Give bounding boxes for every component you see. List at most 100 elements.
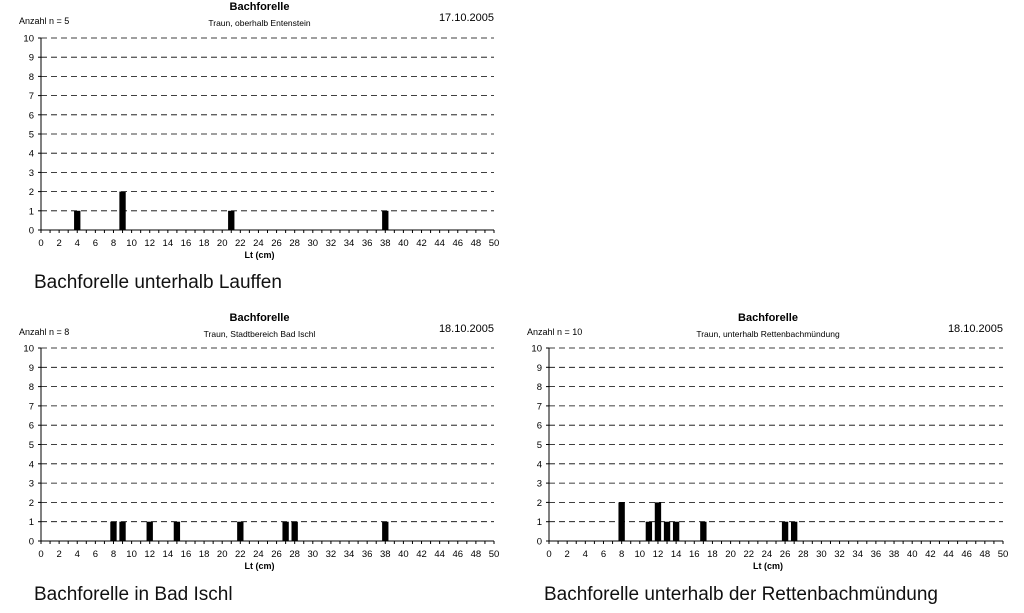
x-tick-label: 20	[725, 549, 736, 560]
sample-count-label: Anzahl n = 10	[527, 327, 582, 337]
x-tick-label: 20	[217, 549, 228, 560]
x-tick-label: 36	[871, 549, 882, 560]
x-tick-label: 14	[163, 238, 174, 249]
x-tick-label: 38	[380, 549, 391, 560]
x-tick-label: 12	[144, 238, 155, 249]
x-tick-label: 32	[326, 238, 337, 249]
y-tick-label: 2	[29, 498, 34, 509]
x-tick-label: 12	[144, 549, 155, 560]
histogram-bar	[663, 521, 671, 541]
x-tick-label: 16	[181, 549, 192, 560]
x-tick-label: 46	[452, 549, 463, 560]
x-tick-label: 0	[38, 238, 43, 249]
chart-date: 18.10.2005	[948, 323, 1003, 335]
x-tick-label: 22	[235, 238, 246, 249]
x-tick-label: 40	[398, 238, 409, 249]
x-tick-label: 48	[471, 549, 482, 560]
x-tick-label: 50	[998, 549, 1009, 560]
histogram-bar	[110, 521, 117, 541]
x-tick-label: 44	[434, 549, 445, 560]
x-tick-label: 6	[93, 549, 98, 560]
x-tick-label: 50	[489, 549, 500, 560]
x-tick-label: 46	[961, 549, 972, 560]
x-tick-label: 42	[925, 549, 936, 560]
chart-subtitle: Traun, Stadtbereich Bad Ischl	[204, 329, 316, 339]
histogram-bar	[237, 521, 244, 541]
y-tick-label: 10	[23, 344, 34, 355]
histogram-bar	[700, 521, 707, 541]
x-tick-label: 40	[398, 549, 409, 560]
y-tick-label: 5	[537, 440, 542, 451]
chart-title: Bachforelle	[738, 312, 798, 324]
x-tick-label: 44	[943, 549, 954, 560]
y-tick-label: 10	[531, 344, 542, 355]
x-tick-label: 42	[416, 549, 427, 560]
y-tick-label: 0	[29, 226, 34, 237]
x-tick-label: 24	[253, 238, 264, 249]
x-tick-label: 4	[75, 549, 80, 560]
y-tick-label: 0	[29, 537, 34, 548]
histogram-bar	[282, 521, 289, 541]
chart-date: 18.10.2005	[439, 323, 494, 335]
chart-title: Bachforelle	[230, 312, 290, 324]
x-tick-label: 10	[635, 549, 646, 560]
y-tick-label: 9	[29, 363, 34, 374]
y-tick-label: 8	[537, 382, 542, 393]
x-tick-label: 0	[38, 549, 43, 560]
x-tick-label: 42	[416, 238, 427, 249]
y-tick-label: 7	[537, 401, 542, 412]
x-tick-label: 30	[816, 549, 827, 560]
y-tick-label: 4	[29, 149, 34, 160]
histogram-bar	[119, 521, 126, 541]
x-tick-label: 48	[471, 238, 482, 249]
x-tick-label: 18	[199, 549, 210, 560]
x-tick-label: 24	[253, 549, 264, 560]
x-tick-label: 18	[707, 549, 718, 560]
histogram-bar	[173, 521, 181, 541]
x-tick-label: 44	[434, 238, 445, 249]
x-tick-label: 46	[452, 238, 463, 249]
x-tick-label: 32	[326, 549, 337, 560]
x-tick-label: 34	[852, 549, 863, 560]
y-tick-label: 3	[29, 168, 34, 179]
y-tick-label: 6	[29, 110, 34, 121]
y-tick-label: 5	[29, 130, 34, 141]
x-tick-label: 2	[565, 549, 570, 560]
chart-caption-3: Bachforelle unterhalb der Rettenbachmünd…	[544, 584, 938, 605]
x-tick-label: 6	[93, 238, 98, 249]
y-tick-label: 7	[29, 91, 34, 102]
y-tick-label: 10	[23, 34, 34, 45]
histogram-bar	[382, 210, 389, 230]
histogram-bar	[382, 521, 389, 541]
y-tick-label: 3	[537, 479, 542, 490]
histogram-bar	[228, 210, 235, 230]
x-tick-label: 0	[546, 549, 551, 560]
y-tick-label: 9	[537, 363, 542, 374]
x-tick-label: 2	[56, 549, 61, 560]
x-tick-label: 26	[780, 549, 791, 560]
x-tick-label: 28	[289, 549, 300, 560]
histogram-bar	[645, 521, 653, 541]
x-tick-label: 26	[271, 549, 282, 560]
y-tick-label: 6	[29, 421, 34, 432]
x-axis-label: Lt (cm)	[753, 561, 783, 571]
x-tick-label: 8	[111, 238, 116, 249]
y-tick-label: 5	[29, 440, 34, 451]
x-tick-label: 32	[834, 549, 845, 560]
x-tick-label: 4	[75, 238, 80, 249]
x-tick-label: 8	[111, 549, 116, 560]
y-tick-label: 4	[537, 459, 542, 470]
y-tick-label: 7	[29, 401, 34, 412]
y-tick-label: 1	[29, 517, 34, 528]
x-tick-label: 14	[163, 549, 174, 560]
x-tick-label: 30	[308, 549, 319, 560]
x-tick-label: 38	[380, 238, 391, 249]
histogram-bar	[654, 502, 662, 541]
histogram-bar	[291, 521, 298, 541]
y-tick-label: 0	[537, 537, 542, 548]
y-tick-label: 2	[29, 187, 34, 198]
chart-caption-1: Bachforelle unterhalb Lauffen	[34, 272, 282, 293]
x-tick-label: 6	[601, 549, 606, 560]
x-tick-label: 36	[362, 549, 373, 560]
y-tick-label: 3	[29, 479, 34, 490]
